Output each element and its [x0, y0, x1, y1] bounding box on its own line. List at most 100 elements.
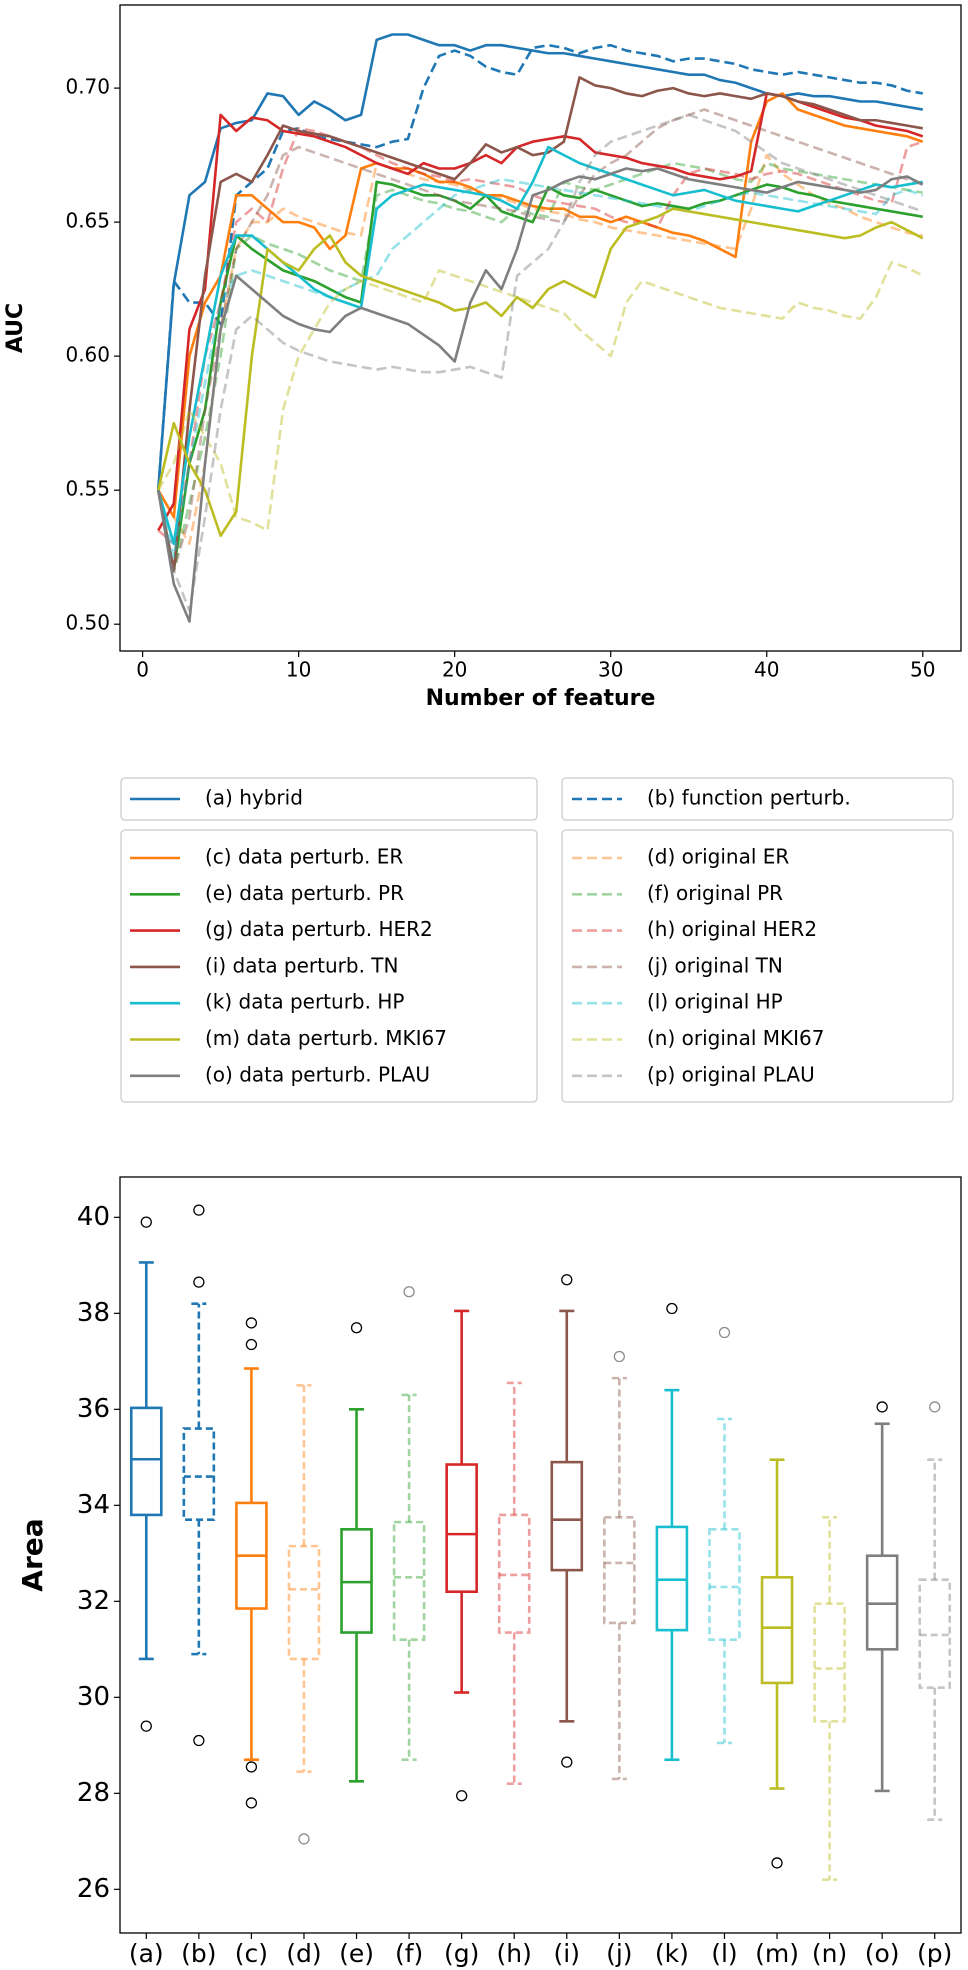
x-tick-label: (g): [444, 1939, 479, 1968]
legend-label: (h) original HER2: [647, 917, 817, 941]
series-line: [156, 180, 923, 572]
x-tick-label: (n): [812, 1939, 847, 1968]
y-tick-label: 0.60: [65, 343, 110, 367]
plot-frame: [119, 4, 962, 652]
y-tick-label: 40: [77, 1202, 110, 1232]
flier: [561, 1756, 573, 1768]
legend-label: (g) data perturb. HER2: [205, 917, 433, 941]
box: [603, 1516, 636, 1625]
series-line: [156, 33, 923, 491]
y-tick-label: 32: [77, 1586, 110, 1616]
box: [918, 1578, 952, 1690]
x-tick-label: (f): [395, 1939, 423, 1968]
flier: [140, 1720, 152, 1732]
series-line: [156, 161, 923, 572]
y-tick-label: 0.70: [65, 75, 110, 99]
x-tick-label: (a): [129, 1939, 164, 1968]
x-tick-label: 50: [910, 658, 935, 682]
flier: [561, 1274, 573, 1286]
x-tick-label: (l): [711, 1939, 737, 1968]
legend-label: (m) data perturb. MKI67: [205, 1026, 447, 1050]
x-tick-label: (e): [339, 1939, 374, 1968]
legend-label: (a) hybrid: [205, 786, 303, 810]
x-axis-label: Number of feature: [426, 686, 656, 711]
y-tick-label: 36: [77, 1394, 110, 1424]
flier: [876, 1401, 888, 1413]
plot-frame: [119, 1176, 962, 1934]
flier: [245, 1761, 258, 1773]
y-axis-label: AUC: [3, 303, 28, 353]
series-line: [156, 76, 923, 572]
flier: [245, 1338, 258, 1351]
box: [550, 1460, 584, 1572]
x-tick-label: (j): [606, 1939, 632, 1968]
series-line: [157, 92, 924, 532]
box: [497, 1513, 531, 1634]
flier: [140, 1216, 152, 1228]
legend-label: (i) data perturb. TN: [205, 953, 398, 977]
box: [392, 1520, 426, 1642]
box: [129, 1406, 163, 1517]
legend-label: (f) original PR: [647, 881, 783, 905]
legend-label: (o) data perturb. PLAU: [205, 1062, 430, 1086]
flier: [350, 1322, 363, 1334]
y-tick-label: 0.50: [65, 611, 110, 635]
series-line: [156, 177, 924, 559]
x-tick-label: 0: [136, 658, 149, 682]
x-tick-label: (m): [755, 1939, 799, 1968]
legend-label: (d) original ER: [647, 845, 789, 869]
box: [760, 1576, 794, 1685]
x-tick-label: (o): [865, 1939, 900, 1968]
y-tick-label: 0.55: [65, 477, 110, 501]
flier: [193, 1204, 205, 1216]
flier: [771, 1857, 783, 1869]
x-tick-label: 40: [754, 658, 779, 682]
legend-frame: [120, 777, 538, 821]
y-axis-label: Area: [16, 1518, 49, 1591]
flier: [456, 1790, 468, 1802]
y-tick-label: 0.65: [65, 209, 110, 233]
flier: [298, 1833, 310, 1845]
flier: [613, 1350, 625, 1363]
series-line: [156, 167, 924, 623]
box: [287, 1544, 321, 1661]
legend-label: (p) original PLAU: [647, 1062, 815, 1086]
series-line: [157, 261, 924, 532]
y-tick-label: 30: [77, 1682, 110, 1712]
legend-frame: [120, 829, 538, 1103]
flier: [718, 1326, 731, 1339]
flier: [193, 1276, 205, 1288]
box: [182, 1427, 216, 1522]
legend-label: (b) function perturb.: [647, 786, 851, 810]
series-line: [156, 43, 923, 491]
legend-frame: [561, 777, 954, 821]
x-tick-label: (k): [655, 1939, 689, 1968]
box: [813, 1602, 846, 1723]
y-tick-label: 34: [77, 1490, 110, 1520]
legend-label: (j) original TN: [647, 953, 783, 977]
flier: [403, 1286, 415, 1298]
flier: [929, 1401, 941, 1413]
flier: [666, 1302, 678, 1315]
legend-label: (c) data perturb. ER: [205, 845, 403, 869]
legend-label: (n) original MKI67: [647, 1026, 824, 1050]
series-line: [156, 207, 924, 538]
series-line: [157, 153, 923, 546]
y-tick-label: 38: [77, 1298, 110, 1328]
box: [708, 1528, 741, 1642]
legend-label: (l) original HP: [647, 990, 783, 1014]
y-tick-label: 26: [77, 1874, 110, 1904]
x-tick-label: 30: [598, 658, 623, 682]
flier: [245, 1797, 258, 1809]
x-tick-label: (b): [181, 1939, 216, 1968]
x-tick-label: (p): [917, 1939, 952, 1968]
x-tick-label: (i): [554, 1939, 580, 1968]
x-tick-label: 10: [286, 658, 311, 682]
x-tick-label: (d): [286, 1939, 321, 1968]
series-line: [156, 108, 924, 572]
series-line: [157, 127, 924, 546]
legend-frame: [561, 829, 954, 1103]
x-tick-label: 20: [442, 658, 467, 682]
flier: [193, 1734, 205, 1747]
